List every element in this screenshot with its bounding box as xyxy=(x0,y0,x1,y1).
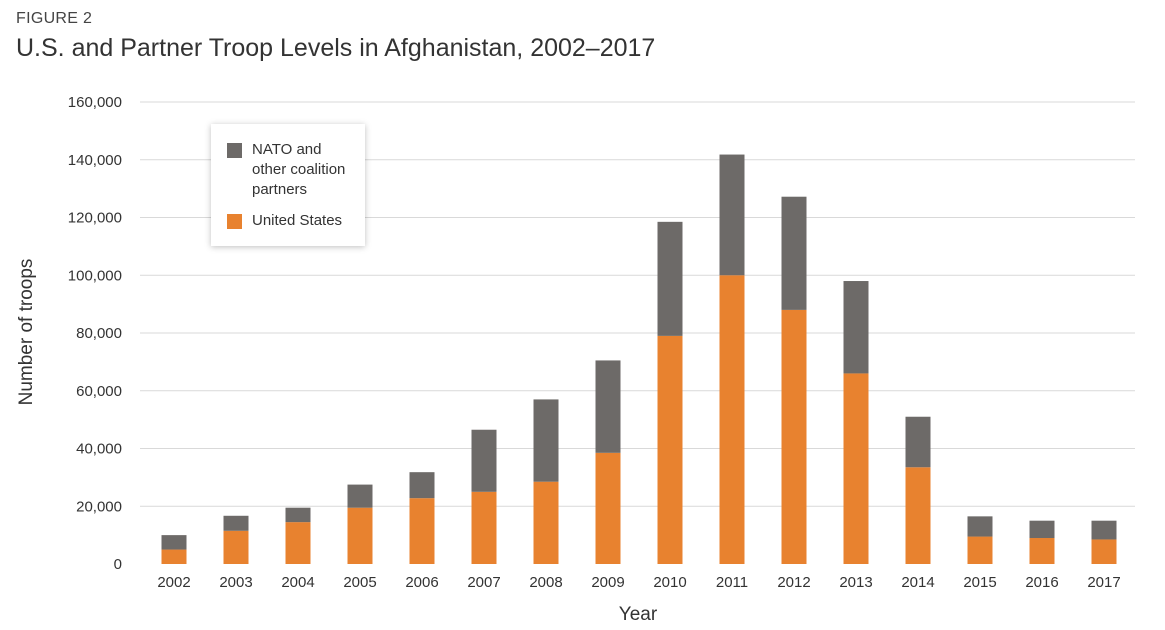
x-tick-label: 2012 xyxy=(777,574,810,591)
y-tick-label: 60,000 xyxy=(76,383,122,400)
bar-nato-2003 xyxy=(223,515,249,531)
bar-us-2008 xyxy=(533,481,559,564)
bar-nato-2008 xyxy=(533,399,559,482)
x-tick-label: 2006 xyxy=(405,574,438,591)
legend-swatch-nato xyxy=(227,143,242,158)
legend-swatch-us xyxy=(227,214,242,229)
y-axis-label: Number of troops xyxy=(16,259,37,406)
x-tick-labels: 2002 2003 2004 2005 2006 2007 2008 2009 2010 2011… xyxy=(157,574,1120,591)
chart-title: U.S. and Partner Troop Levels in Afghani… xyxy=(16,34,656,62)
bar-us-2014 xyxy=(905,467,931,564)
legend-label-us: United States xyxy=(252,212,343,229)
bar-us-2009 xyxy=(595,452,621,564)
bar-nato-2004 xyxy=(285,507,311,523)
bar-nato-2012 xyxy=(781,196,807,310)
x-tick-label: 2015 xyxy=(963,574,996,591)
chart-legend: NATO and other coalition partners United… xyxy=(211,124,365,246)
x-tick-label: 2003 xyxy=(219,574,252,591)
bar-nato-2009 xyxy=(595,360,621,453)
x-axis-label: Year xyxy=(619,604,658,625)
y-tick-labels: 0 20,000 40,000 60,000 80,000 100,000 120,000 1… xyxy=(68,94,122,573)
legend-item-nato: NATO and other coalition partners xyxy=(227,140,355,200)
x-tick-label: 2002 xyxy=(157,574,190,591)
y-tick-label: 80,000 xyxy=(76,325,122,342)
bar-nato-2010 xyxy=(657,221,683,336)
bar-us-2012 xyxy=(781,309,807,564)
x-tick-label: 2010 xyxy=(653,574,686,591)
y-tick-label: 120,000 xyxy=(68,210,122,227)
bar-us-2011 xyxy=(719,275,745,564)
bar-nato-2006 xyxy=(409,472,435,499)
x-tick-label: 2011 xyxy=(716,574,748,591)
bar-nato-2011 xyxy=(719,154,745,276)
legend-item-us: United States xyxy=(227,211,355,231)
bar-us-2017 xyxy=(1091,539,1117,564)
x-tick-label: 2013 xyxy=(839,574,872,591)
x-tick-label: 2008 xyxy=(529,574,562,591)
bar-us-2005 xyxy=(347,507,373,564)
bar-us-2002 xyxy=(161,549,187,564)
bar-nato-2015 xyxy=(967,516,993,537)
y-tick-label: 160,000 xyxy=(68,94,122,111)
x-tick-label: 2016 xyxy=(1025,574,1058,591)
bar-nato-2016 xyxy=(1029,520,1055,539)
bar-nato-2017 xyxy=(1091,520,1117,540)
x-tick-label: 2017 xyxy=(1087,574,1120,591)
y-tick-label: 140,000 xyxy=(68,152,122,169)
bar-us-2015 xyxy=(967,536,993,564)
bar-us-2007 xyxy=(471,491,497,564)
bar-us-2016 xyxy=(1029,538,1055,564)
bar-us-2003 xyxy=(223,530,249,564)
x-tick-label: 2007 xyxy=(467,574,500,591)
x-tick-label: 2009 xyxy=(591,574,624,591)
bars xyxy=(161,154,1117,564)
x-tick-label: 2014 xyxy=(901,574,934,591)
y-tick-label: 40,000 xyxy=(76,441,122,458)
bar-us-2010 xyxy=(657,335,683,564)
x-tick-label: 2005 xyxy=(343,574,376,591)
bar-us-2013 xyxy=(843,373,869,564)
legend-label-nato: NATO and other coalition partners xyxy=(252,141,346,198)
bar-nato-2005 xyxy=(347,484,373,508)
y-tick-label: 100,000 xyxy=(68,267,122,284)
figure-label: FIGURE 2 xyxy=(16,10,93,27)
bar-nato-2007 xyxy=(471,429,497,492)
bar-nato-2013 xyxy=(843,281,869,374)
y-tick-label: 0 xyxy=(114,556,122,573)
y-tick-label: 20,000 xyxy=(76,498,122,515)
bar-nato-2002 xyxy=(161,535,187,550)
x-tick-label: 2004 xyxy=(281,574,314,591)
bar-us-2004 xyxy=(285,522,311,564)
bar-nato-2014 xyxy=(905,416,931,468)
bar-us-2006 xyxy=(409,498,435,564)
